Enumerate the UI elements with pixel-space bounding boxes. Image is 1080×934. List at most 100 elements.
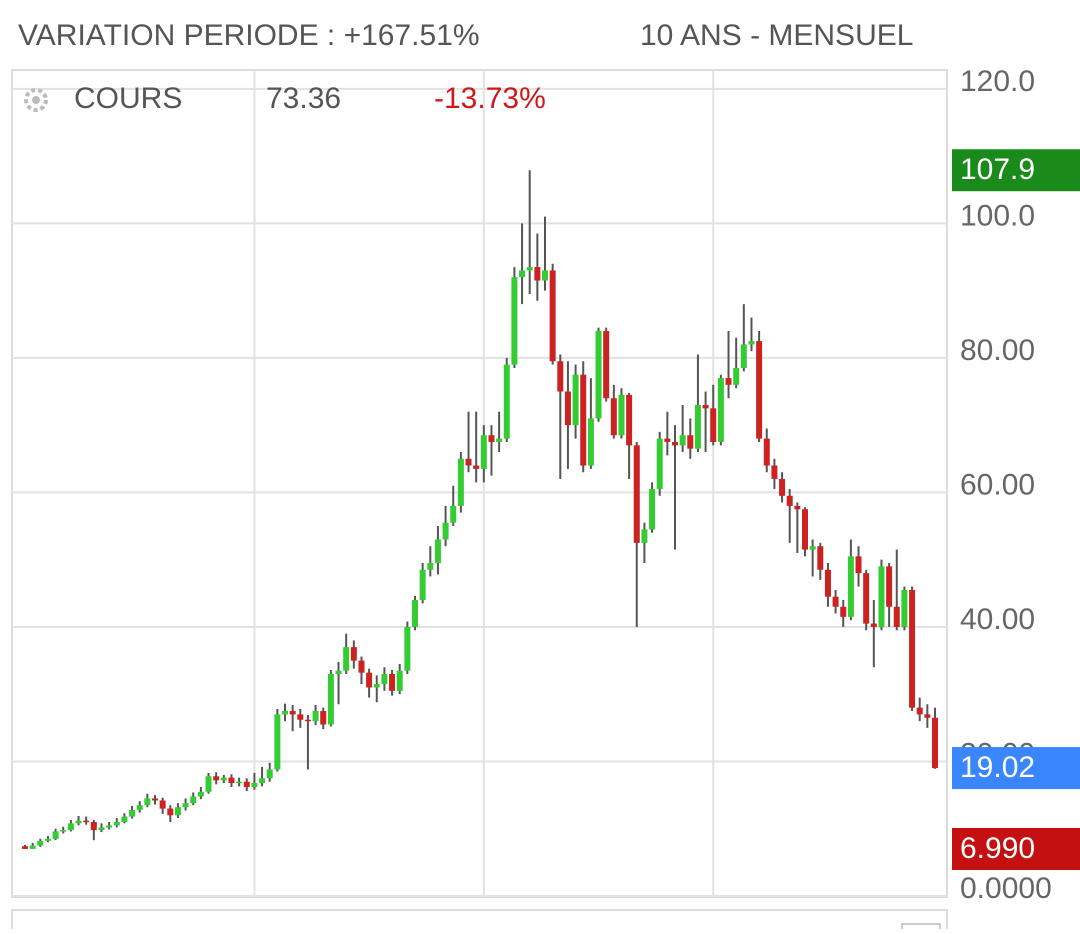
candle-body <box>618 394 625 436</box>
candle-body <box>572 374 579 426</box>
candle-body <box>526 267 533 271</box>
candle-body <box>457 458 464 506</box>
candle-body <box>534 267 541 281</box>
candle-body <box>259 778 266 783</box>
candle-body <box>389 674 396 691</box>
candle-body <box>824 569 831 597</box>
candle-body <box>932 717 938 769</box>
candle-body <box>381 674 388 685</box>
candle-body <box>243 781 250 788</box>
price-marker-label: 19.02 <box>960 751 1035 784</box>
candle-body <box>863 573 870 624</box>
candle-body <box>44 838 51 841</box>
lower-panel <box>11 909 948 934</box>
candle-body <box>916 707 923 715</box>
candle-body <box>687 435 694 449</box>
candle-body <box>817 546 824 570</box>
candle-body <box>419 569 426 601</box>
candle-body <box>779 478 786 496</box>
candle-body <box>182 803 189 808</box>
candle-body <box>297 714 304 720</box>
candle-body <box>396 670 403 691</box>
candle-body <box>98 827 105 831</box>
candle-body <box>756 341 763 439</box>
candle-body <box>29 845 36 849</box>
candle-body <box>22 846 28 849</box>
candle-body <box>656 438 663 490</box>
candle-body <box>60 830 67 832</box>
price-marker <box>952 747 1080 790</box>
legend-name: COURS <box>74 82 182 115</box>
settings-icon[interactable] <box>24 88 48 112</box>
candle-body <box>251 782 258 788</box>
candle-body <box>580 374 587 466</box>
candle-body <box>480 435 487 469</box>
candle-body <box>893 606 900 627</box>
candle-body <box>236 781 243 784</box>
candle-body <box>52 831 59 839</box>
y-tick-label: 60.00 <box>960 468 1035 501</box>
candle-body <box>335 670 342 675</box>
candle-body <box>503 364 510 439</box>
candle-body <box>809 546 816 550</box>
candle-body <box>67 823 74 831</box>
candle-body <box>664 438 671 442</box>
candle-body <box>304 719 311 722</box>
settings-icon-center <box>32 96 40 104</box>
grid <box>12 70 947 897</box>
price-marker-label: 107.9 <box>960 153 1035 186</box>
candle-body <box>488 435 495 442</box>
candle-body <box>878 566 885 627</box>
y-tick-label: 80.00 <box>960 334 1035 367</box>
candle-body <box>412 600 418 627</box>
candle-body <box>121 816 128 823</box>
candle-body <box>312 711 319 722</box>
candle-body <box>427 563 434 570</box>
chart-title: VARIATION PERIODE : +167.51% <box>18 19 480 52</box>
candle-body <box>205 776 212 792</box>
candle-body <box>220 777 227 781</box>
candle-body <box>549 270 556 362</box>
legend: COURS 73.36 -13.73% <box>24 82 546 115</box>
y-tick-label: 100.0 <box>960 199 1035 232</box>
candle-body <box>763 438 770 466</box>
candle-body <box>37 840 44 846</box>
candle-body <box>519 270 526 278</box>
candle-body <box>610 398 617 436</box>
candle-body <box>672 441 678 446</box>
candle-body <box>152 798 158 801</box>
candle-body <box>748 341 755 345</box>
panel-handle <box>901 923 941 934</box>
candle-body <box>83 820 90 823</box>
candle-body <box>901 589 908 627</box>
candle-body <box>106 825 113 828</box>
candle-body <box>174 807 181 816</box>
candle-body <box>144 798 151 806</box>
candle-body <box>90 822 97 831</box>
candle-body <box>855 556 862 574</box>
chart-subtitle: 10 ANS - MENSUEL <box>640 19 913 52</box>
candle-body <box>289 711 296 715</box>
candle-body <box>840 606 847 617</box>
candle-body <box>465 458 472 466</box>
candle-body <box>603 330 610 399</box>
candle-body <box>113 822 120 826</box>
y-tick-label: 120.0 <box>960 65 1035 98</box>
price-marker-label: 6.990 <box>960 832 1035 865</box>
candle-body <box>442 522 449 540</box>
candle-body <box>350 647 357 661</box>
candle-body <box>771 465 778 479</box>
candle-body <box>626 394 633 446</box>
candle-body <box>159 800 166 809</box>
price-marker <box>952 149 1080 192</box>
candle-body <box>213 776 220 781</box>
candle-body <box>266 769 273 779</box>
candle-body <box>167 808 174 816</box>
price-marker <box>952 827 1080 870</box>
candle-body <box>511 277 518 365</box>
candle-body <box>649 489 656 530</box>
candle-body <box>694 404 701 449</box>
candle-body <box>473 465 480 469</box>
